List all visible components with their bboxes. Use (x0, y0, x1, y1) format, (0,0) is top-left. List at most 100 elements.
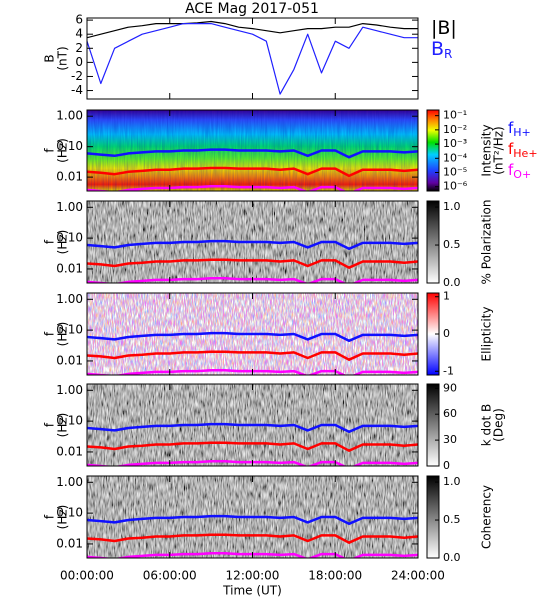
colorbar-tick-label: 10⁻² (443, 123, 467, 136)
legend-entry: fO+ (508, 161, 531, 182)
frequency-line (87, 514, 418, 526)
y-tick-label: 1.00 (56, 109, 83, 123)
colorbar-label: k dot B (480, 404, 494, 446)
colorbar-tick-label: 0 (443, 327, 450, 340)
colorbar-tick-label: 1.0 (443, 200, 461, 213)
y-axis-label: f (43, 148, 57, 153)
legend-name: |B| (431, 17, 457, 39)
y-tick-label: 0.01 (56, 353, 83, 367)
x-axis-label: Time (UT) (222, 584, 282, 598)
colorbar-tick-label: 0.0 (443, 551, 461, 564)
y-axis-label: (Hz) (56, 505, 70, 530)
colorbar (426, 475, 440, 559)
colorbar (426, 109, 440, 192)
y-axis-label: (nT) (56, 46, 70, 70)
y-tick-label: 1.00 (56, 475, 83, 489)
colorbar (426, 200, 440, 284)
colorbar-tick-label: 10⁻⁵ (443, 166, 467, 179)
y-axis-label: f (43, 239, 57, 244)
colorbar-tick-label: 0.0 (443, 276, 461, 289)
y-tick-label: 1.00 (56, 292, 83, 306)
y-tick-label: -4 (71, 83, 83, 97)
legend-subscript: R (444, 47, 452, 61)
data-line (87, 20, 418, 39)
x-tick-label: 00:00:00 (60, 569, 114, 583)
y-tick-label: 1.00 (56, 200, 83, 214)
x-tick-label: 12:00:00 (226, 569, 280, 583)
y-tick-label: 0.10 (56, 506, 83, 520)
colorbar-tick-label: 10⁻³ (443, 137, 467, 150)
colorbar-tick-label: 10⁻¹ (443, 109, 467, 122)
y-axis-label: (Hz) (56, 138, 70, 163)
plot-area (87, 476, 418, 558)
legend-entry: fHe+ (508, 140, 538, 161)
colorbar-tick-label: 60 (443, 407, 457, 420)
y-axis-label: (Hz) (56, 322, 70, 347)
frequency-line (87, 331, 418, 343)
y-tick-label: -2 (71, 69, 83, 83)
colorbar-tick-label: 0 (443, 459, 450, 472)
frequency-line (87, 350, 418, 361)
colorbar-tick-label: 0.5 (443, 513, 461, 526)
legend-entry: BR (431, 38, 452, 61)
y-tick-label: 0 (75, 55, 83, 69)
y-tick-label: 6 (75, 13, 83, 27)
y-tick-label: 0.01 (56, 536, 83, 550)
frequency-line (87, 258, 418, 269)
legend-subscript: O+ (513, 168, 531, 181)
colorbar-tick-label: 10⁻⁶ (443, 180, 468, 193)
colorbar-tick-label: -1 (443, 364, 454, 377)
colorbar-label: % Polarization (480, 200, 494, 285)
x-tick-label: 24:00:00 (391, 569, 445, 583)
colorbar-label: (nT²/Hz) (492, 126, 506, 174)
frequency-line (87, 239, 418, 251)
y-tick-label: 0.10 (56, 231, 83, 245)
colorbar-tick-label: 30 (443, 433, 457, 446)
y-tick-label: 0.10 (56, 139, 83, 153)
legend-name: B (431, 38, 444, 60)
colorbar-label: Coherency (480, 485, 494, 549)
plot-area (87, 293, 418, 375)
y-tick-label: 0.10 (56, 323, 83, 337)
y-axis-label: f (43, 331, 57, 336)
plot-area (87, 20, 418, 95)
y-axis-label: (Hz) (56, 230, 70, 255)
legend-subscript: H+ (513, 126, 531, 139)
legend-name: f (508, 119, 514, 137)
y-axis-label: f (43, 422, 57, 427)
y-tick-label: 0.10 (56, 414, 83, 428)
frequency-line (87, 166, 418, 178)
y-axis-label: f (43, 514, 57, 519)
y-tick-label: 0.01 (56, 444, 83, 458)
colorbar-tick-label: 1.0 (443, 475, 461, 488)
data-line (87, 23, 418, 95)
colorbar-tick-label: 10⁻⁴ (443, 151, 468, 164)
colorbar-tick-label: 90 (443, 381, 457, 394)
y-tick-label: 0.01 (56, 170, 83, 184)
legend-name: f (508, 140, 514, 158)
y-tick-label: 2 (75, 41, 83, 55)
legend-name: f (508, 161, 514, 179)
y-axis-label: (Hz) (56, 413, 70, 438)
y-tick-label: 4 (75, 27, 83, 41)
x-tick-label: 06:00:00 (143, 569, 197, 583)
colorbar-label: Intensity (480, 124, 494, 176)
colorbar-label: (Deg) (492, 408, 506, 442)
colorbar-tick-label: 1 (443, 290, 450, 303)
x-tick-label: 18:00:00 (308, 569, 362, 583)
frequency-line (87, 533, 418, 544)
colorbar-tick-label: 0.5 (443, 238, 461, 251)
colorbar-label: Ellipticity (480, 307, 494, 362)
legend-subscript: He+ (513, 147, 537, 160)
legend-entry: |B| (431, 17, 457, 39)
plot-area (87, 201, 418, 283)
y-axis-label: B (43, 54, 57, 62)
colorbar (426, 383, 440, 467)
chart-title: ACE Mag 2017-051 (185, 1, 319, 17)
legend-entry: fH+ (508, 119, 531, 140)
plot-area (87, 384, 418, 466)
plot-area (87, 110, 418, 191)
